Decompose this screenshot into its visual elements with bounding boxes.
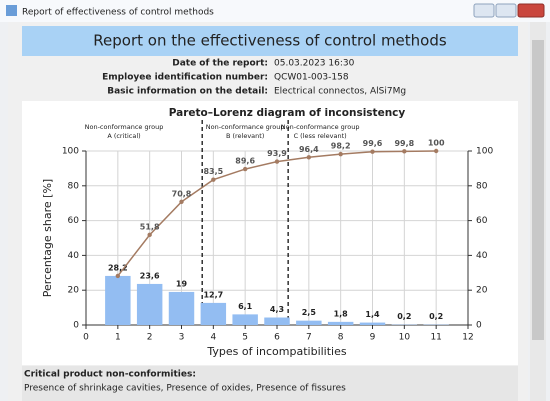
y2-tick-label: 20 (476, 286, 488, 296)
group-label: Non-conformance group (281, 123, 360, 131)
bar-value-label: 0,2 (429, 312, 443, 321)
group-label: Non-conformance group (206, 123, 285, 131)
bar (296, 320, 322, 325)
line-value-label: 83,5 (203, 167, 223, 176)
y-axis-label: Percentage share [%] (41, 179, 54, 297)
y2-tick-label: 40 (476, 251, 488, 261)
y-tick-label: 20 (68, 286, 80, 296)
x-tick-label: 12 (462, 333, 473, 343)
bar-value-label: 19 (176, 279, 188, 288)
x-tick-label: 9 (370, 333, 376, 343)
window-title: Report of effectiveness of control metho… (22, 8, 214, 18)
bar (136, 283, 163, 325)
line-value-label: 93,9 (267, 149, 287, 158)
info-label: Date of the report: (172, 59, 268, 69)
y-tick-label: 100 (62, 147, 79, 157)
bar (264, 317, 290, 325)
info-label: Basic information on the detail: (107, 87, 268, 97)
line-point (306, 155, 312, 160)
x-tick-label: 0 (83, 333, 89, 343)
title-bar (0, 0, 550, 22)
x-tick-label: 11 (430, 333, 441, 343)
group-label: B (relevant) (226, 132, 264, 140)
x-tick-label: 2 (147, 333, 153, 343)
line-value-label: 99,8 (394, 139, 414, 148)
x-tick-label: 3 (179, 333, 185, 343)
x-tick-label: 10 (399, 333, 411, 343)
x-tick-label: 1 (115, 333, 121, 343)
header-title: Report on the effectiveness of control m… (93, 32, 447, 50)
line-point (211, 177, 216, 182)
y-tick-label: 60 (68, 216, 80, 226)
x-tick-label: 8 (338, 333, 344, 343)
info-value: Electrical connectos, AlSi7Mg (274, 87, 406, 97)
group-label: C (less relevant) (294, 132, 347, 140)
x-tick-label: 4 (210, 333, 216, 343)
line-point (338, 151, 343, 157)
bar-value-label: 2,5 (302, 308, 317, 317)
line-value-label: 98,2 (331, 142, 351, 151)
bar (105, 275, 131, 325)
y2-tick-label: 0 (476, 321, 482, 331)
bar-value-label: 1,8 (334, 309, 349, 318)
chart-title: Pareto–Lorenz diagram of inconsistency (169, 107, 406, 119)
bar-value-label: 6,1 (238, 302, 253, 311)
bar (168, 291, 195, 325)
y2-tick-label: 80 (476, 181, 488, 191)
line-point (433, 148, 439, 154)
minimize-button[interactable] (473, 3, 495, 18)
info-value: 05.03.2023 16:30 (274, 59, 355, 69)
y2-tick-label: 60 (476, 216, 488, 226)
x-tick-label: 6 (274, 333, 280, 343)
bar-value-label: 4,3 (270, 305, 284, 314)
line-point (274, 159, 280, 164)
close-button[interactable] (517, 3, 545, 18)
bar (232, 314, 258, 325)
app-icon (6, 5, 17, 16)
info-label: Employee identification number: (102, 73, 268, 83)
scrollbar-thumb[interactable] (532, 40, 544, 340)
group-label: Non-conformance group (85, 123, 164, 131)
group-label: A (critical) (107, 132, 140, 140)
bar-value-label: 1,4 (365, 310, 380, 319)
line-value-label: 89,6 (235, 157, 255, 166)
y2-tick-label: 100 (476, 147, 493, 157)
line-value-label: 70,8 (172, 189, 192, 198)
bar-value-label: 28,2 (108, 263, 128, 272)
line-value-label: 99,6 (363, 139, 383, 148)
line-point (179, 199, 184, 205)
footer-title: Critical product non-conformities: (24, 370, 196, 380)
bar-value-label: 0,2 (397, 312, 411, 321)
bar-value-label: 12,7 (203, 290, 223, 299)
info-value: QCW01-003-158 (274, 73, 349, 83)
y-tick-label: 80 (68, 181, 80, 191)
line-value-label: 96,4 (299, 145, 319, 154)
bar-value-label: 23,6 (140, 271, 160, 280)
line-point (147, 232, 152, 238)
header-bar (22, 26, 518, 56)
line-value-label: 51,8 (140, 222, 160, 231)
line-point (370, 149, 375, 154)
maximize-button[interactable] (495, 3, 517, 18)
x-tick-label: 5 (242, 333, 248, 343)
bar (200, 302, 227, 325)
line-point (115, 273, 121, 279)
bar (327, 321, 354, 325)
line-point (402, 149, 407, 154)
bar (359, 322, 386, 325)
footer-panel (22, 366, 518, 401)
line-value-label: 100 (428, 139, 445, 148)
y-tick-label: 40 (68, 251, 80, 261)
footer-text: Presence of shrinkage cavities, Presence… (24, 384, 346, 394)
info-block: Date of the report: 05.03.2023 16:30 Emplo… (102, 59, 406, 97)
x-axis-label: Types of incompatibilities (206, 345, 346, 358)
y-tick-label: 0 (73, 321, 79, 331)
line-point (242, 166, 248, 172)
x-tick-label: 7 (306, 333, 312, 343)
